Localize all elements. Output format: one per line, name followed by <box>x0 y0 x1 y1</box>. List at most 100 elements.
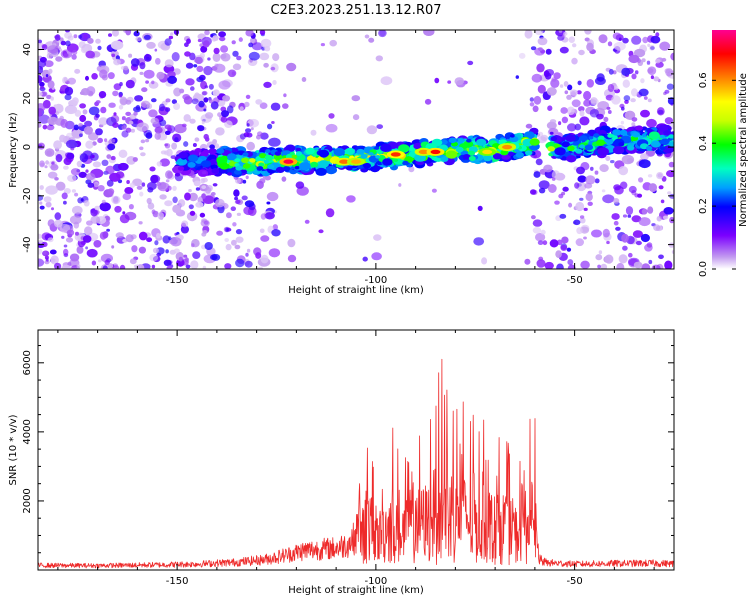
spectrogram-cell <box>598 34 608 44</box>
spectrogram-cell <box>667 191 672 195</box>
spectrogram-cell <box>60 118 68 128</box>
spectrogram-cell <box>618 166 629 176</box>
spectrogram-cell <box>597 264 601 269</box>
spectrogram-cell <box>545 48 552 55</box>
spectrogram-cell <box>114 205 122 213</box>
spectrogram-cell <box>590 98 599 105</box>
spectrogram-cell <box>375 155 381 159</box>
spectrogram-cell <box>605 155 611 162</box>
spectrogram-cell <box>245 252 249 257</box>
spectrogram-cell <box>643 96 648 100</box>
spectrogram-cell <box>205 112 214 119</box>
spectrogram-cell <box>220 116 228 123</box>
spectrogram-cell <box>201 171 207 175</box>
spectrogram-cell <box>38 114 50 124</box>
spectrogram-cell <box>104 138 108 143</box>
spectrogram-cell <box>655 32 660 37</box>
spectrogram-cell <box>128 53 133 58</box>
spectrogram-cell <box>44 148 55 157</box>
spectrogram-cell <box>591 229 602 238</box>
spectrogram-cell <box>559 213 567 219</box>
spectrogram-cell <box>289 151 295 156</box>
spectrogram-cell <box>208 83 214 90</box>
spectrogram-cell <box>226 153 237 161</box>
spectrogram-cell <box>654 58 661 64</box>
spectrogram-cell <box>263 81 272 88</box>
spectrogram-cell <box>72 49 78 56</box>
spectrogram-cell <box>563 81 569 87</box>
spectrogram-cell <box>42 250 47 255</box>
spectrogram-cell <box>110 155 116 161</box>
spectrogram-cell <box>174 232 177 236</box>
y-tick-label: 6000 <box>22 350 33 375</box>
spectrogram-cell <box>63 165 69 170</box>
spectrogram-cell <box>547 105 553 111</box>
spectrogram-cell <box>531 73 543 83</box>
spectrogram-cell <box>236 55 242 61</box>
spectrogram-cell <box>328 113 335 119</box>
spectrogram-x-axis-label: Height of straight line (km) <box>288 285 424 296</box>
spectrogram-cell <box>224 120 233 128</box>
spectrogram-cell <box>583 90 592 101</box>
spectrogram-cell <box>202 265 207 269</box>
spectrogram-cell <box>187 162 196 168</box>
spectrogram-cell <box>143 34 151 40</box>
spectrogram-peak <box>351 159 361 164</box>
spectrogram-cell <box>294 165 300 170</box>
spectrogram-cell <box>375 55 383 62</box>
colorbar-tick-label: 0.0 <box>698 261 709 277</box>
snr-x-ticks: -150 -100 -50 <box>57 330 655 587</box>
spectrogram-cell <box>364 34 370 39</box>
spectrogram-cell <box>376 124 384 129</box>
figure-title: C2E3.2023.251.13.12.R07 <box>270 3 441 18</box>
colorbar: 0.0 0.2 0.4 0.6 Normalized spectral amplitu… <box>698 30 749 277</box>
spectrogram-cell <box>154 240 159 246</box>
spectrogram-cell <box>67 77 76 85</box>
spectrogram-cell <box>467 150 475 156</box>
spectrogram-cell <box>91 73 98 80</box>
spectrogram-cell <box>131 245 138 253</box>
spectrogram-cell <box>567 145 575 152</box>
spectrogram-cell <box>178 256 183 262</box>
spectrogram-cell <box>536 259 546 268</box>
spectrogram-cell <box>97 185 105 192</box>
spectrogram-cell <box>90 215 101 224</box>
spectrogram-cell <box>78 171 87 178</box>
spectrogram-cell <box>585 192 593 202</box>
spectrogram-cell <box>671 250 674 254</box>
spectrogram-cell <box>455 146 464 153</box>
spectrogram-cell <box>648 183 658 193</box>
spectrogram-cell <box>260 38 272 49</box>
spectrogram-cell <box>50 164 59 171</box>
spectrogram-cell <box>211 253 221 261</box>
spectrogram-cell <box>82 109 88 115</box>
spectrogram-cell <box>76 264 81 269</box>
spectrogram-cell <box>647 174 653 178</box>
spectrogram-cell <box>130 58 140 67</box>
spectrogram-cell <box>207 57 211 61</box>
spectrogram-cell <box>119 82 123 87</box>
x-tick-label: -100 <box>365 275 388 286</box>
spectrogram-cell <box>112 90 119 97</box>
spectrogram-cell <box>139 62 146 70</box>
spectrogram-cell <box>565 134 576 142</box>
y-tick-label: 2000 <box>22 488 33 513</box>
colorbar-gradient <box>712 30 736 269</box>
spectrogram-cell <box>631 35 642 45</box>
spectrogram-cell <box>473 237 485 246</box>
x-tick-label: -50 <box>566 576 582 587</box>
spectrogram-cell <box>140 139 146 144</box>
spectrogram-cell <box>259 228 265 234</box>
spectrogram-cell <box>230 206 236 211</box>
spectrogram-cell <box>74 68 81 74</box>
spectrogram-cell <box>559 46 569 54</box>
spectrogram-cell <box>445 150 458 159</box>
spectrogram-cell <box>99 202 111 212</box>
spectrogram-cell <box>286 62 297 72</box>
spectrogram-cell <box>182 94 191 100</box>
spectrogram-cell <box>216 148 225 154</box>
spectrogram-cell <box>46 94 52 100</box>
spectrogram-cell <box>180 225 189 234</box>
spectrogram-cell <box>174 137 179 143</box>
spectrogram-cell <box>44 41 56 50</box>
